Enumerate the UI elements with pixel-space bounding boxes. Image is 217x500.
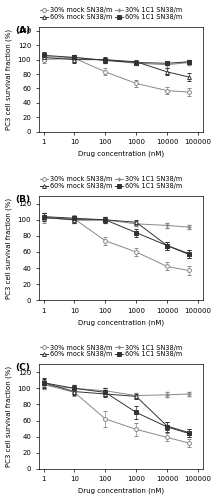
Legend: 30% mock SN38/m, 60% mock SN38/m, 30% 1C1 SN38/m, 60% 1C1 SN38/m: 30% mock SN38/m, 60% mock SN38/m, 30% 1C… (40, 176, 182, 189)
Text: (C): (C) (16, 363, 31, 372)
Y-axis label: PC3 cell survival fraction (%): PC3 cell survival fraction (%) (6, 29, 12, 130)
Y-axis label: PC3 cell survival fraction (%): PC3 cell survival fraction (%) (6, 198, 12, 298)
Text: (B): (B) (16, 194, 31, 203)
X-axis label: Drug concentration (nM): Drug concentration (nM) (78, 488, 164, 494)
Legend: 30% mock SN38/m, 60% mock SN38/m, 30% 1C1 SN38/m, 60% 1C1 SN38/m: 30% mock SN38/m, 60% mock SN38/m, 30% 1C… (40, 8, 182, 20)
X-axis label: Drug concentration (nM): Drug concentration (nM) (78, 151, 164, 158)
X-axis label: Drug concentration (nM): Drug concentration (nM) (78, 320, 164, 326)
Legend: 30% mock SN38/m, 60% mock SN38/m, 30% 1C1 SN38/m, 60% 1C1 SN38/m: 30% mock SN38/m, 60% mock SN38/m, 30% 1C… (40, 344, 182, 358)
Y-axis label: PC3 cell survival fraction (%): PC3 cell survival fraction (%) (6, 366, 12, 467)
Text: (A): (A) (16, 26, 31, 35)
